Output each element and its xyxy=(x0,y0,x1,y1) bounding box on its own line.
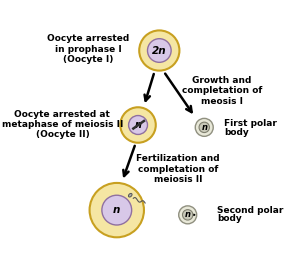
Text: Growth and
completation of
meosis I: Growth and completation of meosis I xyxy=(182,76,262,106)
Circle shape xyxy=(183,210,193,220)
Text: (Oocyte I): (Oocyte I) xyxy=(63,55,114,65)
Circle shape xyxy=(102,195,132,225)
Text: Second polar: Second polar xyxy=(217,206,284,215)
Text: 2n: 2n xyxy=(152,46,167,55)
Ellipse shape xyxy=(128,193,132,197)
Text: (Oocyte II): (Oocyte II) xyxy=(36,130,89,139)
Text: n: n xyxy=(185,210,191,219)
Text: Fertilization and
completation of
meiosis II: Fertilization and completation of meiosi… xyxy=(136,154,220,184)
Text: First polar: First polar xyxy=(224,119,277,128)
Circle shape xyxy=(199,122,209,132)
Text: Oocyte arrested: Oocyte arrested xyxy=(47,34,130,43)
Text: metaphase of meiosis II: metaphase of meiosis II xyxy=(2,120,123,129)
Text: in prophase I: in prophase I xyxy=(55,45,122,54)
Circle shape xyxy=(195,118,213,136)
Circle shape xyxy=(147,39,171,62)
Circle shape xyxy=(89,183,144,237)
Text: Oocyte arrested at: Oocyte arrested at xyxy=(14,110,110,119)
Circle shape xyxy=(139,30,179,71)
Circle shape xyxy=(179,206,197,224)
Text: body: body xyxy=(224,128,249,137)
Circle shape xyxy=(129,116,147,134)
Text: body: body xyxy=(217,214,242,223)
Text: n: n xyxy=(201,123,207,132)
Circle shape xyxy=(120,107,156,143)
Text: n: n xyxy=(135,120,141,130)
Text: n: n xyxy=(113,205,120,215)
